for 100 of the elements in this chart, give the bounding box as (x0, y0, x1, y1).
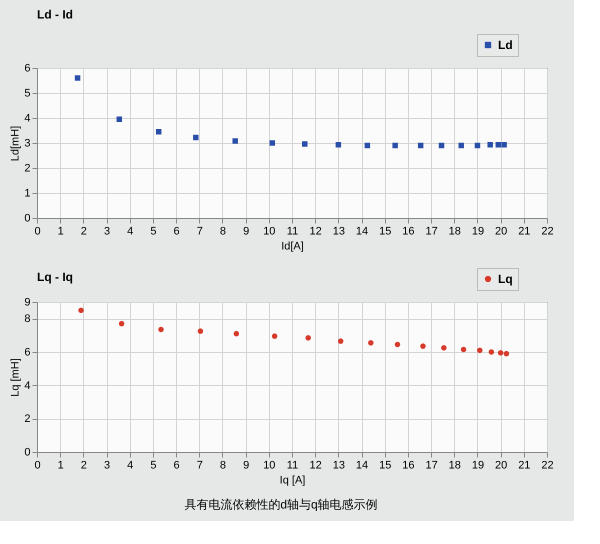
x-tick-label: 21 (518, 226, 530, 238)
chart-title: Lq - Iq (37, 270, 73, 284)
legend-label: Ld (498, 38, 513, 52)
y-tick-label: 4 (24, 112, 30, 124)
point (364, 142, 370, 148)
x-tick-label: 21 (518, 460, 530, 472)
point (504, 350, 510, 356)
point (498, 350, 504, 356)
x-tick-label: 17 (425, 460, 438, 472)
x-tick-label: 12 (310, 460, 322, 472)
point (496, 142, 502, 148)
x-tick-label: 9 (243, 226, 250, 238)
x-tick-label: 20 (495, 226, 508, 238)
x-tick-label: 15 (379, 226, 392, 238)
x-axis-title: Iq [A] (280, 474, 306, 486)
point (193, 134, 199, 140)
x-tick-label: 2 (80, 226, 87, 238)
x-tick-label: 16 (402, 460, 415, 472)
x-tick-label: 8 (220, 460, 226, 472)
x-tick-label: 19 (472, 226, 484, 238)
point (336, 142, 342, 148)
point (272, 333, 278, 339)
x-tick-label: 1 (58, 460, 64, 472)
x-tick-label: 3 (104, 226, 110, 238)
x-tick-label: 14 (356, 460, 368, 472)
y-tick-label: 2 (24, 162, 30, 174)
x-tick-label: 7 (196, 460, 203, 472)
point (501, 142, 507, 148)
x-tick-label: 13 (332, 226, 345, 238)
point (232, 138, 238, 144)
chart-title: Ld - Id (37, 8, 73, 22)
point (488, 349, 494, 355)
x-tick-label: 4 (127, 226, 134, 238)
x-tick-label: 0 (34, 226, 41, 238)
x-tick-label: 5 (150, 226, 156, 238)
point (234, 330, 240, 336)
x-tick-label: 0 (34, 460, 41, 472)
x-tick-label: 8 (220, 226, 226, 238)
point (438, 142, 444, 148)
x-tick-label: 19 (472, 460, 484, 472)
x-tick-label: 2 (80, 460, 87, 472)
y-tick-label: 5 (24, 88, 30, 100)
x-tick-label: 20 (495, 460, 508, 472)
x-tick-label: 5 (150, 460, 156, 472)
x-tick-label: 22 (541, 460, 554, 472)
x-tick-label: 16 (402, 226, 415, 238)
point (420, 343, 426, 349)
x-axis-title: Id[A] (281, 240, 304, 252)
point (116, 116, 122, 122)
y-tick-label: 1 (24, 188, 30, 200)
x-tick-label: 11 (286, 460, 298, 472)
y-tick-label: 6 (24, 62, 30, 74)
y-tick-label: 9 (24, 296, 30, 308)
point (477, 348, 483, 354)
point (78, 308, 84, 314)
y-tick-label: 8 (24, 313, 30, 326)
point (338, 338, 344, 344)
point (441, 345, 447, 351)
y-axis-title: Ld[mH] (9, 126, 22, 162)
y-axis-title: Lq [mH] (9, 358, 22, 397)
point (305, 335, 311, 341)
x-tick-label: 10 (263, 460, 276, 472)
point (74, 75, 80, 81)
y-tick-label: 0 (24, 446, 30, 458)
y-tick-label: 0 (24, 212, 30, 224)
point (392, 142, 398, 148)
x-tick-label: 3 (104, 460, 110, 472)
x-tick-label: 14 (356, 226, 368, 238)
x-tick-label: 18 (448, 460, 461, 472)
point (118, 320, 124, 326)
point (368, 340, 374, 346)
x-tick-label: 15 (379, 460, 392, 472)
x-tick-label: 12 (310, 226, 322, 238)
y-tick-label: 4 (24, 380, 30, 392)
x-tick-label: 22 (541, 226, 554, 238)
x-tick-label: 6 (174, 460, 180, 472)
point (270, 140, 276, 146)
point (302, 141, 308, 147)
x-tick-label: 11 (286, 226, 298, 238)
point (458, 142, 464, 148)
x-tick-label: 17 (425, 226, 438, 238)
point (158, 326, 164, 332)
point (460, 346, 466, 352)
y-tick-label: 6 (24, 346, 30, 358)
x-tick-label: 7 (196, 226, 203, 238)
point (394, 342, 400, 348)
x-tick-label: 13 (332, 460, 345, 472)
y-tick-label: 2 (24, 413, 30, 426)
x-tick-label: 9 (243, 460, 250, 472)
x-tick-label: 10 (263, 226, 276, 238)
point (418, 142, 424, 148)
x-tick-label: 1 (58, 226, 64, 238)
point (156, 129, 162, 134)
x-tick-label: 18 (448, 226, 461, 238)
x-tick-label: 4 (127, 460, 134, 472)
point (198, 328, 204, 334)
legend-label: Lq (498, 272, 513, 286)
point (474, 142, 480, 148)
text: 具有电流依赖性的d轴与q轴电感示例 (184, 498, 378, 512)
point (487, 142, 493, 148)
